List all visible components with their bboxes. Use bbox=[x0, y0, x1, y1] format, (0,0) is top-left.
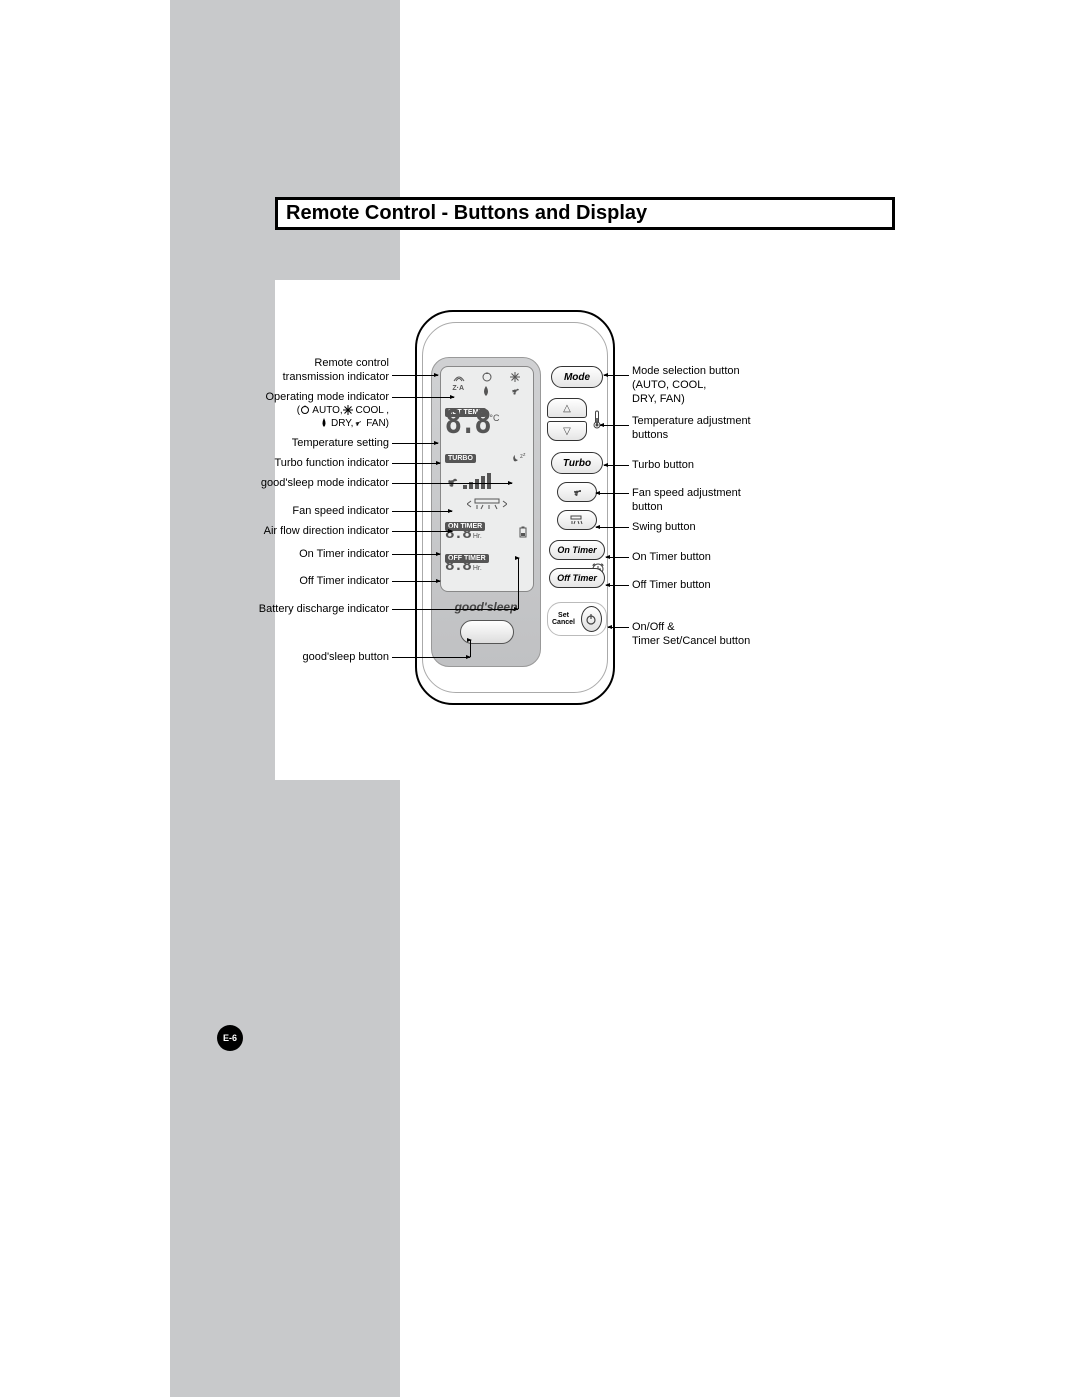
leader-battery bbox=[392, 609, 518, 610]
set-cancel-group: Set Cancel bbox=[547, 602, 607, 636]
cool-mode-icon bbox=[508, 371, 522, 383]
label-fan-ind: Fan speed indicator bbox=[199, 505, 389, 519]
turbo-button[interactable]: Turbo bbox=[551, 452, 603, 474]
label-turbo-ind: Turbo function indicator bbox=[199, 457, 389, 471]
set-label: Set bbox=[552, 612, 575, 619]
power-icon bbox=[585, 613, 597, 625]
leader-opmode bbox=[392, 397, 454, 398]
label-fan-btn: Fan speed adjustment button bbox=[632, 487, 802, 515]
temp-unit: °C bbox=[489, 413, 499, 423]
leader-turbo bbox=[392, 463, 440, 464]
svg-text:z: z bbox=[523, 452, 526, 458]
label-goodsleep-btn: good'sleep button bbox=[199, 651, 389, 665]
label-mode-btn: Mode selection button (AUTO, COOL, DRY, … bbox=[632, 365, 802, 406]
leader-transmission bbox=[392, 375, 438, 376]
mode-button[interactable]: Mode bbox=[551, 366, 603, 388]
airflow-icon bbox=[467, 497, 507, 511]
label-turbo-btn: Turbo button bbox=[632, 459, 802, 473]
temp-down-button[interactable]: ▽ bbox=[547, 421, 587, 441]
title-bar: Remote Control - Buttons and Display bbox=[275, 197, 895, 230]
fan-speed-button[interactable] bbox=[557, 482, 597, 502]
label-on-timer-btn: On Timer button bbox=[632, 551, 802, 565]
label-temp-btn: Temperature adjustment buttons bbox=[632, 415, 802, 443]
turbo-button-label: Turbo bbox=[563, 458, 591, 469]
swing-icon bbox=[569, 514, 585, 526]
on-timer-button[interactable]: On Timer bbox=[549, 540, 605, 560]
leader-battery-v bbox=[518, 558, 519, 609]
off-timer-hr: Hr. bbox=[473, 565, 482, 572]
leader-swing-btn bbox=[596, 527, 629, 528]
fan-mode-icon bbox=[508, 385, 522, 397]
auto-mode-icon bbox=[480, 371, 494, 383]
label-off-timer-btn: Off Timer button bbox=[632, 579, 802, 593]
leader-mode-btn bbox=[604, 375, 629, 376]
leader-goodsleep bbox=[392, 483, 512, 484]
label-on-timer-ind: On Timer indicator bbox=[199, 548, 389, 562]
page-number-badge: E-6 bbox=[217, 1025, 243, 1051]
label-swing-btn: Swing button bbox=[632, 521, 802, 535]
signal-icon bbox=[452, 371, 466, 383]
label-op-mode: Operating mode indicator bbox=[199, 391, 389, 405]
fan-icon bbox=[569, 485, 585, 499]
off-timer-value: 8.8 bbox=[445, 557, 471, 575]
power-button[interactable] bbox=[581, 606, 602, 632]
off-timer-label: Off Timer bbox=[557, 573, 597, 583]
leader-offtimer bbox=[392, 581, 440, 582]
fan-speed-icon bbox=[445, 475, 459, 489]
leader-onoff-btn bbox=[608, 627, 629, 628]
leader-temp bbox=[392, 443, 438, 444]
label-onoff-btn: On/Off & Timer Set/Cancel button bbox=[632, 621, 812, 649]
leader-fan bbox=[392, 511, 452, 512]
label-modes: ( AUTO, COOL , DRY, FAN) bbox=[199, 405, 389, 430]
page-title: Remote Control - Buttons and Display bbox=[286, 202, 647, 224]
thermometer-icon bbox=[593, 410, 601, 430]
turbo-chip: TURBO bbox=[445, 454, 476, 463]
off-timer-button[interactable]: Off Timer bbox=[549, 568, 605, 588]
label-transmission: Remote control transmission indicator bbox=[199, 357, 389, 385]
swing-button[interactable] bbox=[557, 510, 597, 530]
temp-adjust-group: △ ▽ bbox=[547, 398, 605, 441]
label-battery-ind: Battery discharge indicator bbox=[199, 603, 389, 617]
page-number-text: E-6 bbox=[223, 1033, 237, 1043]
leader-temp-btn bbox=[600, 425, 629, 426]
goodsleep-label: good'sleep bbox=[432, 600, 540, 614]
fan-bars bbox=[463, 473, 491, 489]
leader-off-timer-btn bbox=[606, 585, 629, 586]
leader-ontimer bbox=[392, 554, 440, 555]
label-off-timer-ind: Off Timer indicator bbox=[199, 575, 389, 589]
leader-airflow bbox=[392, 531, 452, 532]
temp-display: 8.8 bbox=[445, 404, 489, 444]
on-timer-hr: Hr. bbox=[473, 533, 482, 540]
label-airflow-ind: Air flow direction indicator bbox=[199, 525, 389, 539]
leader-gsbtn-v bbox=[470, 640, 471, 657]
label-goodsleep-ind: good'sleep mode indicator bbox=[199, 477, 389, 491]
cancel-label: Cancel bbox=[552, 619, 575, 626]
mode-button-label: Mode bbox=[564, 372, 590, 383]
on-timer-value: 8.8 bbox=[445, 525, 471, 543]
leader-on-timer-btn bbox=[606, 557, 629, 558]
leader-gsbtn bbox=[392, 657, 470, 658]
temp-up-button[interactable]: △ bbox=[547, 398, 587, 418]
label-temp-setting: Temperature setting bbox=[199, 437, 389, 451]
remote-body: Z·A SET TEMP 8.8 °C TURBO zz bbox=[415, 310, 615, 705]
battery-icon bbox=[517, 526, 529, 538]
dry-mode-icon bbox=[479, 385, 493, 397]
on-timer-label: On Timer bbox=[557, 545, 596, 555]
goodsleep-icon: zz bbox=[511, 451, 529, 465]
leader-turbo-btn bbox=[604, 465, 629, 466]
leader-fan-btn bbox=[596, 493, 629, 494]
